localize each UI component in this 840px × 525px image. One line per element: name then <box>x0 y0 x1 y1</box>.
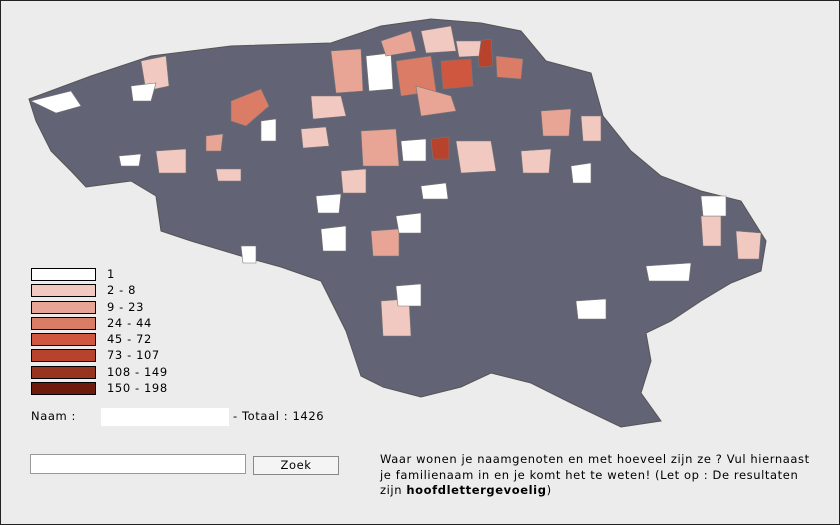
legend-swatch <box>31 365 96 379</box>
legend-swatch <box>31 284 96 298</box>
total-label: - Totaal : 1426 <box>233 409 325 423</box>
legend-swatch <box>31 300 96 314</box>
info-body: Waar wonen je naamgenoten en met hoeveel… <box>380 452 810 497</box>
municipalities <box>30 25 762 337</box>
legend-label: 1 <box>107 267 115 281</box>
search-button[interactable]: Zoek <box>253 456 339 475</box>
legend-swatch <box>31 333 96 347</box>
legend-swatch <box>31 382 96 396</box>
legend-label: 73 - 107 <box>107 348 160 363</box>
info-bold: hoofdlettergevoelig <box>406 483 547 497</box>
legend-swatch <box>31 349 96 363</box>
legend-label: 45 - 72 <box>107 332 152 347</box>
name-field <box>101 408 229 426</box>
legend-label: 108 - 149 <box>107 364 168 379</box>
name-label: Naam : <box>31 409 77 423</box>
info-end: ) <box>546 483 552 497</box>
legend-swatch <box>31 316 96 330</box>
legend-label: 24 - 44 <box>107 315 152 330</box>
search-input[interactable] <box>30 454 246 474</box>
info-text: Waar wonen je naamgenoten en met hoeveel… <box>380 452 810 499</box>
legend-label: 2 - 8 <box>107 283 137 298</box>
legend-swatch <box>31 268 96 281</box>
legend-label: 9 - 23 <box>107 299 145 314</box>
legend-label: 150 - 198 <box>107 381 168 396</box>
